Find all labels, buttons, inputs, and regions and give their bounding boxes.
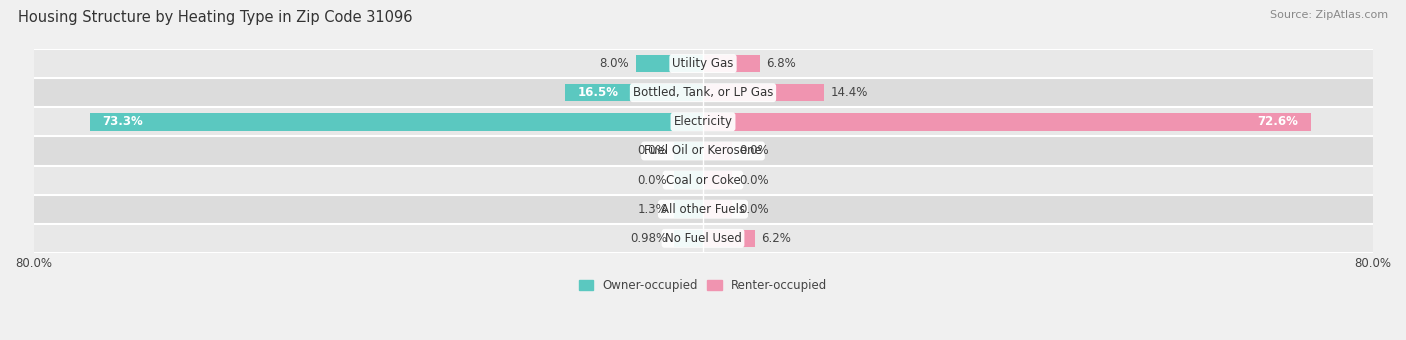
- Text: Housing Structure by Heating Type in Zip Code 31096: Housing Structure by Heating Type in Zip…: [18, 10, 413, 25]
- Bar: [90, 113, 703, 131]
- Bar: [673, 201, 703, 218]
- Text: 72.6%: 72.6%: [1257, 115, 1298, 128]
- Text: Fuel Oil or Kerosene: Fuel Oil or Kerosene: [644, 144, 762, 157]
- Bar: [703, 55, 759, 72]
- Text: Electricity: Electricity: [673, 115, 733, 128]
- Text: 0.0%: 0.0%: [637, 144, 666, 157]
- Bar: [34, 78, 1372, 107]
- Bar: [703, 230, 755, 247]
- Bar: [703, 113, 1310, 131]
- Bar: [34, 224, 1372, 253]
- Bar: [703, 142, 733, 160]
- Text: No Fuel Used: No Fuel Used: [665, 232, 741, 245]
- Bar: [34, 136, 1372, 166]
- Bar: [673, 230, 703, 247]
- Bar: [673, 171, 703, 189]
- Bar: [636, 55, 703, 72]
- Text: Source: ZipAtlas.com: Source: ZipAtlas.com: [1270, 10, 1388, 20]
- Text: 1.3%: 1.3%: [637, 203, 666, 216]
- Text: 8.0%: 8.0%: [600, 57, 630, 70]
- Bar: [34, 49, 1372, 78]
- Bar: [34, 166, 1372, 194]
- Text: 0.0%: 0.0%: [740, 203, 769, 216]
- Text: 14.4%: 14.4%: [830, 86, 868, 99]
- Bar: [703, 84, 824, 101]
- Text: 0.98%: 0.98%: [630, 232, 666, 245]
- Text: 73.3%: 73.3%: [103, 115, 143, 128]
- Bar: [34, 107, 1372, 136]
- Text: Coal or Coke: Coal or Coke: [665, 174, 741, 187]
- Text: All other Fuels: All other Fuels: [661, 203, 745, 216]
- Text: Utility Gas: Utility Gas: [672, 57, 734, 70]
- Text: 0.0%: 0.0%: [740, 174, 769, 187]
- Text: 6.2%: 6.2%: [762, 232, 792, 245]
- Bar: [565, 84, 703, 101]
- Bar: [34, 194, 1372, 224]
- Bar: [673, 142, 703, 160]
- Text: 0.0%: 0.0%: [740, 144, 769, 157]
- Legend: Owner-occupied, Renter-occupied: Owner-occupied, Renter-occupied: [579, 279, 827, 292]
- Bar: [703, 201, 733, 218]
- Text: 16.5%: 16.5%: [578, 86, 619, 99]
- Text: Bottled, Tank, or LP Gas: Bottled, Tank, or LP Gas: [633, 86, 773, 99]
- Bar: [703, 171, 733, 189]
- Text: 6.8%: 6.8%: [766, 57, 796, 70]
- Text: 0.0%: 0.0%: [637, 174, 666, 187]
